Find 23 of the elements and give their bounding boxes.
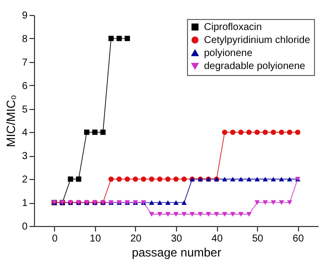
y-tick-label: 6: [22, 80, 28, 92]
legend-label: Ciprofloxacin: [204, 22, 262, 33]
x-tick-label: 50: [252, 234, 264, 244]
y-tick-label: 4: [22, 128, 28, 139]
legend-label: polyionene: [204, 48, 253, 59]
legend-label: degradable polyionene: [204, 61, 306, 72]
y-tick-label: 1: [22, 198, 28, 210]
x-tick-label: 20: [130, 234, 142, 244]
x-tick-label: 60: [292, 234, 304, 244]
x-tick-label: 0: [52, 234, 58, 244]
y-tick-label: 5: [22, 104, 28, 116]
x-tick-label: 30: [170, 234, 182, 244]
y-tick-label: 7: [22, 57, 28, 68]
y-tick-label: 3: [22, 151, 28, 162]
legend-label: Cetylpyridinium chloride: [204, 35, 311, 46]
y-axis-title: MIC/MIC₀: [4, 94, 18, 148]
x-tick-label: 40: [212, 234, 224, 244]
y-tick-label: 8: [22, 34, 28, 45]
y-tick-label: 0: [22, 222, 28, 232]
x-axis-title: passage number: [132, 246, 222, 260]
y-tick-label: 9: [22, 10, 28, 22]
y-tick-label: 2: [22, 174, 28, 186]
x-tick-label: 10: [90, 234, 102, 244]
